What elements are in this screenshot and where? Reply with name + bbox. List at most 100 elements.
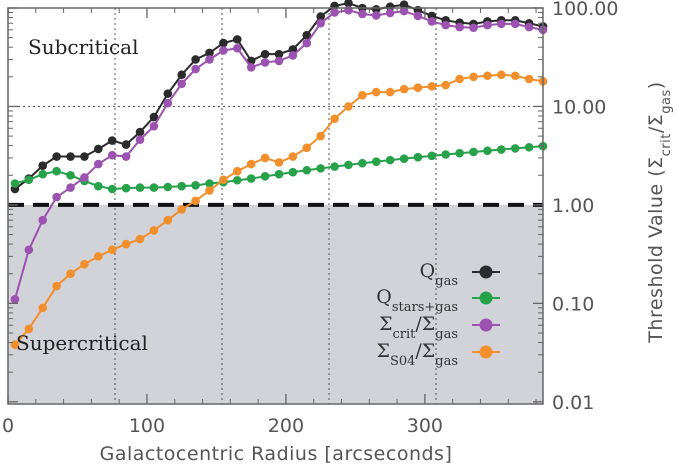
legend-label-base: Σ (377, 340, 390, 362)
data-point (219, 175, 228, 185)
data-point (246, 174, 256, 183)
data-point (316, 164, 325, 173)
data-point (274, 169, 284, 179)
data-point (510, 144, 520, 153)
data-point (427, 17, 437, 26)
legend-entry-label: Σcrit/Σgas (379, 313, 458, 342)
data-point (274, 49, 284, 59)
data-point (149, 121, 159, 131)
data-point (469, 23, 478, 33)
data-point (455, 74, 464, 84)
data-point (94, 159, 103, 169)
data-point (149, 112, 159, 122)
legend-swatch-marker (479, 318, 493, 332)
data-point (302, 143, 312, 153)
y-axis-title-sub-crit: crit (659, 133, 674, 156)
legend-label-base: Σ (379, 313, 392, 335)
data-point (163, 89, 173, 98)
data-point (10, 179, 20, 188)
region-label-supercritical: Supercritical (16, 331, 148, 355)
legend-swatch-marker (479, 265, 493, 279)
data-point (483, 20, 492, 30)
axis-ticks: 0 100 200 300 0.01 0.10 1.00 10.00 100.00 (2, 0, 619, 437)
data-point (191, 196, 200, 206)
x-axis-title: Galactocentric Radius [arcseconds] (100, 443, 453, 465)
data-point (358, 158, 367, 168)
data-point (469, 72, 478, 82)
data-point (121, 152, 131, 161)
data-point (24, 324, 34, 334)
data-point (510, 71, 520, 81)
data-point (121, 140, 131, 149)
data-point (177, 79, 187, 89)
data-point (163, 215, 173, 225)
data-point (52, 281, 61, 291)
y-axis-title-slash: / (645, 126, 667, 133)
data-point (441, 150, 451, 159)
data-point (107, 184, 117, 194)
legend-swatch-marker (479, 291, 493, 305)
y-axis-title-sigma-2: Σ (645, 114, 667, 127)
data-point (316, 131, 325, 141)
data-point (288, 51, 298, 60)
data-point (316, 18, 325, 28)
plot-series (10, 0, 548, 350)
data-point (205, 186, 214, 195)
data-point (191, 181, 200, 190)
y-axis-title-math-close: ) (645, 81, 667, 89)
data-point (149, 183, 159, 192)
x-tick-label: 100 (129, 415, 165, 437)
data-point (66, 170, 75, 180)
legend-label-slash: /Σ (415, 313, 435, 335)
data-point (385, 155, 395, 165)
data-point (413, 152, 423, 162)
y-axis-title-text: Threshold Value (645, 183, 667, 343)
data-point (38, 303, 48, 313)
x-tick-label: 0 (2, 415, 14, 437)
legend-label-den-sub: gas (435, 327, 458, 342)
data-point (302, 165, 312, 175)
data-point (441, 80, 451, 90)
data-point (80, 259, 89, 269)
plot-frame (7, 7, 544, 405)
data-point (191, 64, 200, 74)
data-point (358, 9, 367, 19)
legend-label-sub: stars+gas (392, 300, 458, 315)
data-point (163, 98, 173, 108)
data-point (191, 55, 200, 64)
data-point (497, 145, 506, 154)
data-point (246, 159, 256, 169)
data-point (94, 252, 103, 261)
data-point (385, 87, 395, 97)
legend-label-base: Q (420, 260, 436, 282)
data-point (52, 152, 61, 161)
data-point (10, 294, 20, 304)
data-point (107, 136, 117, 145)
data-point (66, 152, 75, 161)
data-point (80, 173, 89, 182)
data-point (427, 151, 437, 161)
data-point (399, 154, 409, 163)
data-point (483, 146, 492, 156)
data-point (107, 245, 117, 255)
data-point (441, 20, 451, 30)
legend-label-sub: crit (393, 327, 417, 342)
data-point (66, 183, 75, 192)
data-point (232, 35, 242, 44)
data-point (205, 179, 214, 188)
data-point (455, 22, 464, 32)
y-tick-label: 1.00 (552, 195, 594, 217)
data-point (524, 142, 534, 152)
data-point (246, 62, 256, 72)
data-point (135, 234, 145, 244)
data-point (149, 226, 159, 235)
data-point (510, 19, 520, 29)
data-point (121, 239, 131, 249)
y-tick-label: 10.00 (552, 96, 606, 118)
data-point (497, 19, 506, 29)
data-point (413, 11, 423, 21)
data-point (288, 152, 298, 161)
y-axis-title-sigma-1: Σ (645, 156, 667, 169)
